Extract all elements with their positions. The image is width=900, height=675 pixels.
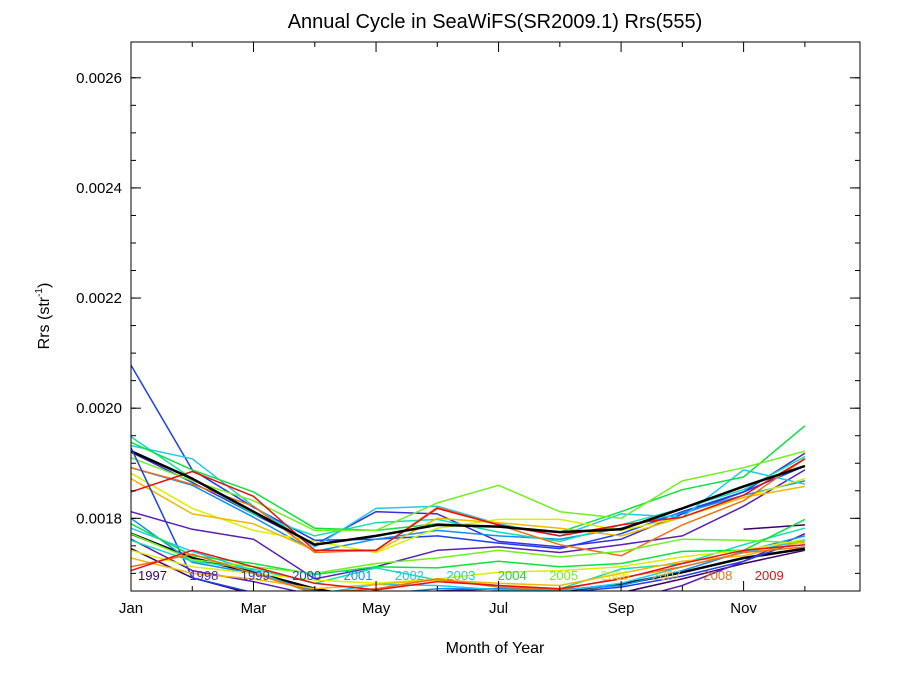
series-line-1998 (131, 469, 806, 580)
legend-entry-1999: 1999 (241, 568, 270, 583)
legend: 1997 1998 1999 2000 2001 2002 2003 2004 2005 2006… (138, 568, 784, 583)
series-line-extra-17 (131, 447, 806, 591)
y-tick-label: 0.0018 (76, 510, 122, 527)
series-line-2009 (131, 458, 806, 552)
series-layer (131, 364, 806, 591)
x-axis: Jan Mar May Jul Sep Nov (119, 42, 806, 617)
series-line-extra-21 (131, 518, 806, 576)
x-tick-label: May (362, 600, 391, 617)
series-line-2002 (131, 444, 806, 548)
y-axis-label: Rrs (str-1) (34, 283, 53, 350)
y-axis: 0.0018 0.0020 0.0022 0.0024 0.0026 (76, 70, 860, 574)
y-axis-label-main: Rrs (str (36, 296, 53, 349)
legend-entry-1997: 1997 (138, 568, 167, 583)
legend-entry-1998: 1998 (189, 568, 218, 583)
plot-frame (130, 41, 861, 592)
series-line-extra-23 (131, 538, 806, 585)
x-tick-label: Jul (489, 600, 508, 617)
series-line-extra-24 (131, 540, 806, 590)
legend-entry-2008: 2008 (703, 568, 732, 583)
y-tick-label: 0.0026 (76, 70, 122, 87)
y-axis-label-close: ) (36, 283, 53, 288)
y-tick-label: 0.0020 (76, 400, 122, 417)
y-tick-label: 0.0022 (76, 290, 122, 307)
legend-entry-2003: 2003 (446, 568, 475, 583)
legend-entry-2001: 2001 (344, 568, 373, 583)
x-axis-label: Month of Year (446, 640, 545, 657)
legend-entry-2005: 2005 (549, 568, 578, 583)
series-line-extra-26 (131, 543, 805, 591)
legend-entry-2000: 2000 (292, 568, 321, 583)
chart-title: Annual Cycle in SeaWiFS(SR2009.1) Rrs(55… (288, 11, 703, 33)
legend-entry-2009: 2009 (755, 568, 784, 583)
y-axis-label-exponent: -1 (34, 288, 45, 297)
y-tick-label: 0.0024 (76, 180, 122, 197)
series-line-extra-16 (131, 533, 806, 591)
series-line-extra-22 (131, 533, 805, 575)
series-line-1997 (743, 524, 805, 531)
series-line-extra-13 (131, 449, 806, 546)
x-tick-label: Jan (119, 600, 143, 617)
series-line-2005 (131, 450, 806, 532)
legend-entry-2004: 2004 (498, 568, 527, 583)
x-tick-label: Mar (241, 600, 267, 617)
legend-entry-2006: 2006 (601, 568, 630, 583)
series-line-extra-15 (131, 547, 806, 591)
legend-entry-2007: 2007 (652, 568, 681, 583)
legend-entry-2002: 2002 (395, 568, 424, 583)
x-tick-label: Nov (730, 600, 757, 617)
x-tick-label: Sep (608, 600, 635, 617)
